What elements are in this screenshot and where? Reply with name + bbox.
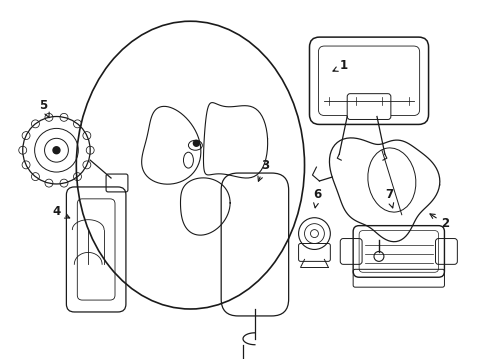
Text: 4: 4 [52, 205, 70, 218]
Circle shape [53, 147, 60, 154]
FancyBboxPatch shape [346, 94, 390, 120]
Text: 5: 5 [40, 99, 49, 118]
Circle shape [193, 140, 199, 146]
Text: 2: 2 [429, 214, 448, 230]
Text: 6: 6 [313, 188, 321, 208]
Text: 3: 3 [258, 159, 268, 181]
Text: 1: 1 [332, 59, 347, 72]
Text: 7: 7 [384, 188, 393, 208]
